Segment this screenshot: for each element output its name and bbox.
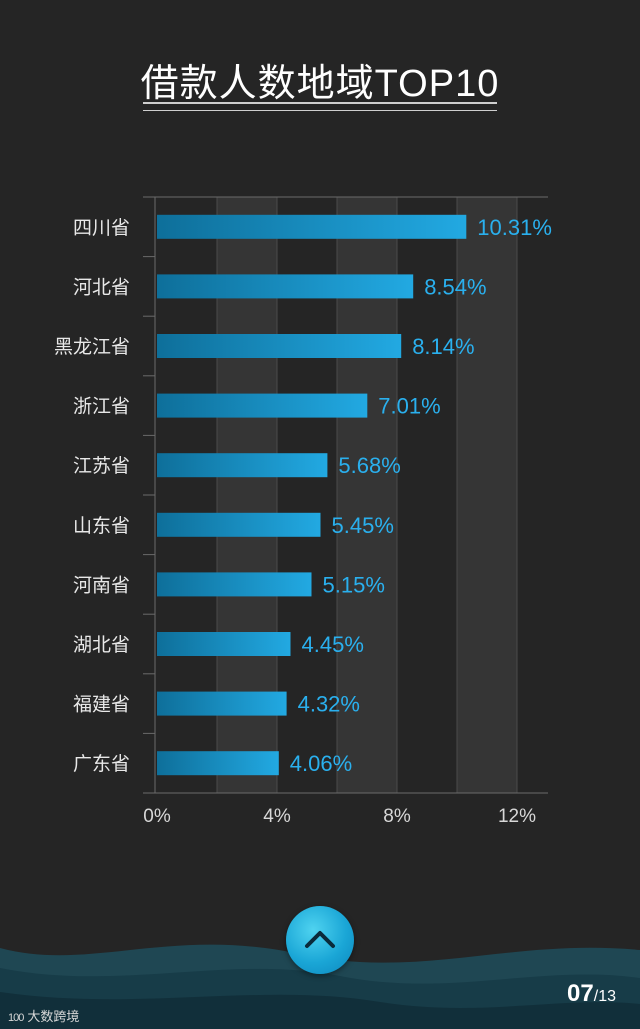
bar [157,751,279,776]
category-label: 江苏省 [73,455,130,477]
bar-chart: 0% 4% 8% 12% 四川省 10.31% 河北省 8.54% 黑龙江省 8.14% 浙江省 7.… [54,196,552,827]
value-label: 5.45% [332,513,394,538]
category-label: 广东省 [73,753,130,775]
bar [157,572,312,597]
grid-band [457,197,517,793]
category-label: 福建省 [73,694,130,716]
value-label: 8.54% [424,274,486,299]
category-label: 湖北省 [73,634,130,656]
title-underline [143,102,497,111]
logo-mark: 100 [8,1012,24,1024]
value-label: 10.31% [477,215,552,240]
value-label: 7.01% [378,394,440,419]
bar [157,274,414,299]
bar [157,334,402,358]
value-label: 4.06% [290,751,352,776]
x-tick-label: 0% [143,806,171,827]
bar [157,214,467,239]
value-label: 8.14% [412,334,474,359]
chevron-up-icon [305,931,335,948]
x-tick-label: 4% [263,806,291,827]
bar [157,691,287,716]
scroll-up-button[interactable] [286,906,354,974]
page-total: /13 [593,988,616,1005]
category-label: 黑龙江省 [54,336,130,358]
chart-title: 借款人数地域TOP10 [140,63,500,105]
value-label: 5.15% [323,572,385,597]
page-current: 07 [567,980,594,1007]
value-label: 4.45% [302,632,364,657]
logo-text: 大数跨境 [27,1009,80,1024]
wave-decoration [0,944,640,1029]
category-label: 河北省 [73,276,130,298]
bar [157,632,291,656]
value-label: 5.68% [338,453,400,478]
bar [157,453,328,478]
category-label: 河南省 [73,574,130,596]
category-label: 浙江省 [73,396,130,418]
brand-logo: 100 大数跨境 [8,1006,79,1025]
x-tick-label: 12% [498,806,536,827]
page-indicator: 07/13 [567,980,616,1008]
bar [157,512,321,537]
bar [157,393,368,418]
category-label: 山东省 [73,515,130,537]
category-label: 四川省 [73,217,130,239]
value-label: 4.32% [298,692,360,717]
x-tick-label: 8% [383,806,411,827]
